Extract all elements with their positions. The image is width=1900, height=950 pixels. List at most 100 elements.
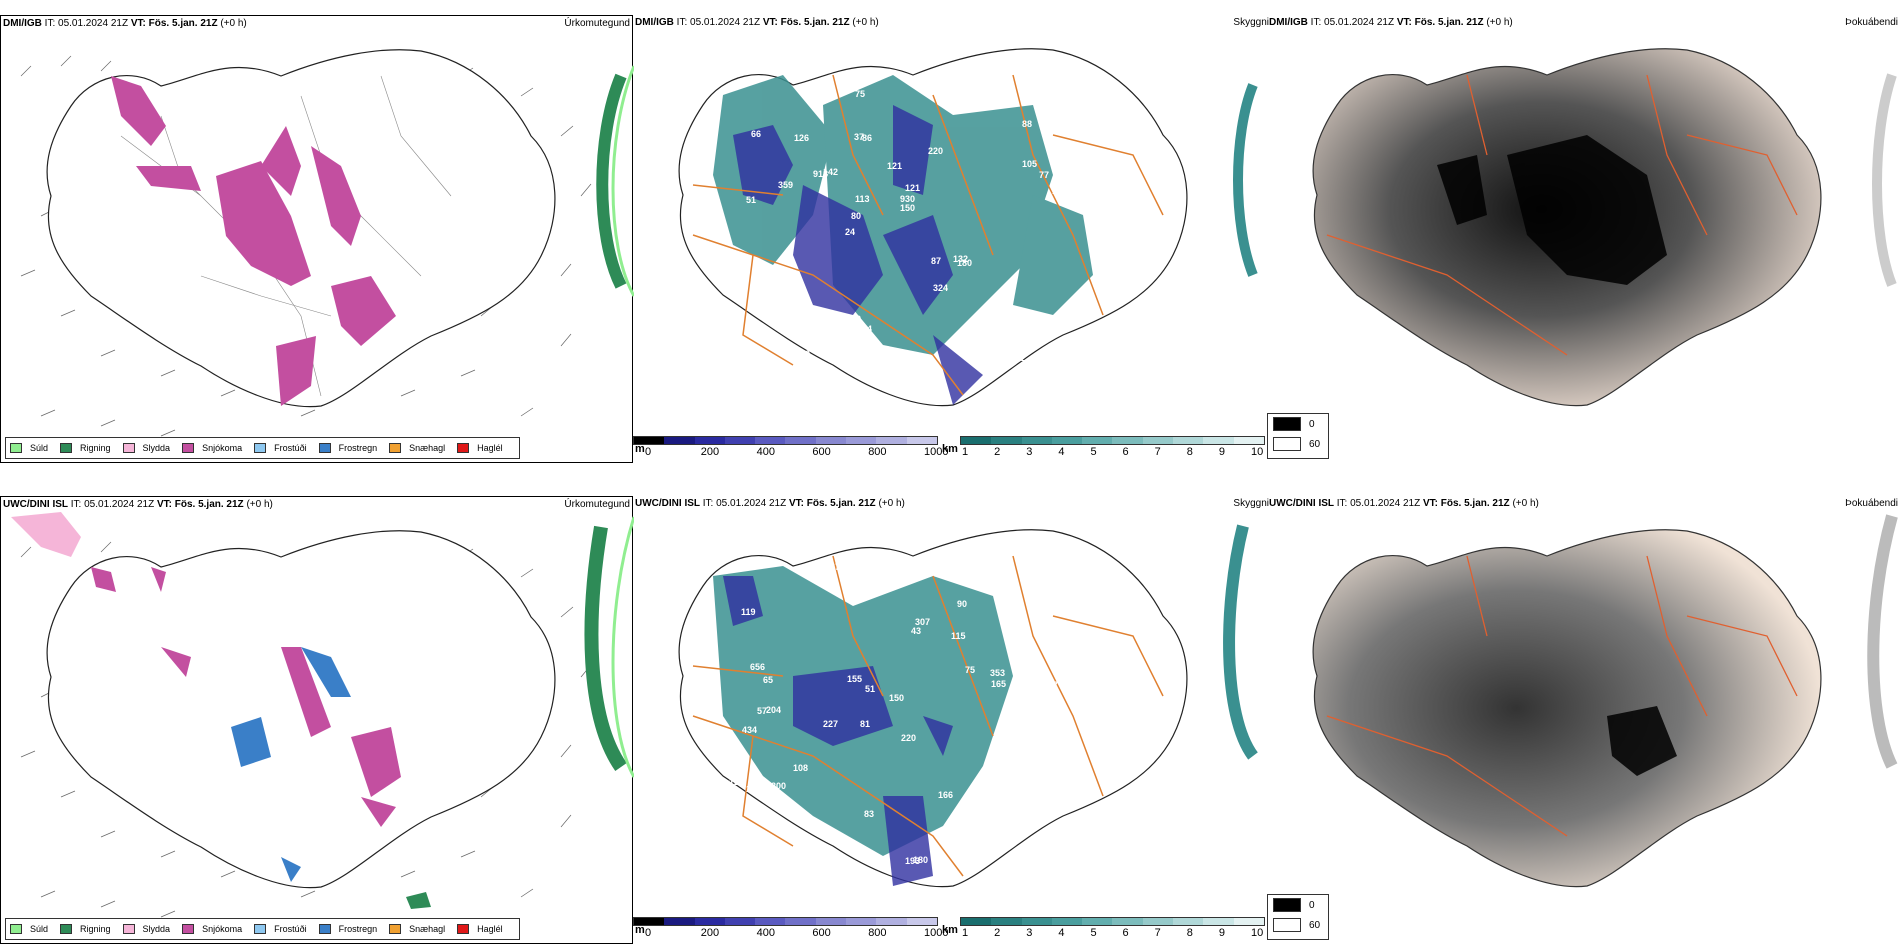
header-precip-top: DMI/IGB IT: 05.01.2024 21Z VT: Fös. 5.ja… <box>3 18 247 29</box>
legend-label: Haglél <box>477 924 503 934</box>
field-precip-top: Úrkomutegund <box>564 18 630 29</box>
header-fog-bottom: UWC/DINI ISL IT: 05.01.2024 21Z VT: Fös.… <box>1269 498 1539 509</box>
ceiling-value-label: 51 <box>865 684 875 694</box>
legend-item: Frostúði <box>254 443 307 453</box>
fog-legend-top: 0 60 <box>1267 413 1329 459</box>
legend-label: Haglél <box>477 443 503 453</box>
colorbar-tick: 400 <box>756 927 775 939</box>
it: IT: 05.01.2024 21Z <box>44 18 129 29</box>
colorbar-cell <box>694 437 725 444</box>
fog-legend-row: 60 <box>1268 915 1328 935</box>
ceiling-value-label: 150 <box>889 693 904 703</box>
ceiling-unit-bottom: m <box>635 924 645 936</box>
ceiling-value-label: 87 <box>830 562 840 572</box>
colorbar-tick: 2 <box>994 446 1001 458</box>
ceiling-value-label: 227 <box>823 719 838 729</box>
ceiling-colorbar-top: 0 200 400 600 800 1000 <box>633 436 948 458</box>
colorbar-tick: 6 <box>1122 446 1129 458</box>
source: UWC/DINI ISL <box>635 498 700 509</box>
colorbar-cell <box>1082 918 1113 925</box>
legend-label: Slydda <box>142 443 171 453</box>
ceiling-value-label: 37 <box>854 132 864 142</box>
iceland-map-cloud-top: 92 51 88 24 220 16 37 121 22 142 133 99 86 121 180 66 75… <box>678 48 1258 407</box>
ceiling-value-label: 193 <box>905 856 920 866</box>
legend-swatch <box>60 924 73 934</box>
ceiling-value-label: 126 <box>794 133 809 143</box>
vis-unit-bottom: km <box>942 924 958 936</box>
fog-legend-swatch <box>1273 918 1301 932</box>
colorbar-cells <box>633 436 938 445</box>
legend-swatch <box>182 924 195 934</box>
ceiling-value-label: 155 <box>847 674 862 684</box>
ceiling-value-label: 51 <box>746 195 756 205</box>
legend-label: Slydda <box>142 924 171 934</box>
source: DMI/IGB <box>3 18 42 29</box>
ceiling-value-label: 24 <box>845 227 855 237</box>
ceiling-value-label: 81 <box>860 719 870 729</box>
legend-swatch <box>182 443 195 453</box>
ceiling-value-label: 656 <box>750 662 765 672</box>
legend-swatch <box>122 924 135 934</box>
legend-label: Frostregn <box>338 924 378 934</box>
colorbar-cell <box>846 918 877 925</box>
colorbar-cell <box>876 437 907 444</box>
colorbar-cell <box>664 918 695 925</box>
fog-legend-row: 0 <box>1268 895 1328 915</box>
ceiling-colorbar-bottom: 0 200 400 600 800 1000 <box>633 917 948 939</box>
cloud-panel-bottom: 87 90 38 81 220 204 119 115 434 43 150 157 121 227 193… <box>633 496 1269 944</box>
colorbar-cell <box>1142 918 1174 925</box>
colorbar-cell <box>815 918 847 925</box>
legend-label: Snæhagl <box>409 924 446 934</box>
field-fog-top: Þokuábendi <box>1845 17 1898 28</box>
source: DMI/IGB <box>635 17 674 28</box>
legend-item: Slydda <box>122 443 171 453</box>
ceiling-value-label: 173 <box>999 807 1014 817</box>
ceiling-value-label: 47 <box>1048 680 1058 690</box>
ceiling-value-label: 108 <box>793 763 808 773</box>
offset: (+0 h) <box>220 18 247 29</box>
vt: Fös. 5.jan. 21Z <box>174 499 244 510</box>
legend-item: Frostregn <box>318 924 378 934</box>
colorbar-tick: 1 <box>962 927 969 939</box>
colorbar-cell <box>906 437 937 444</box>
colorbar-tick: 5 <box>1090 927 1097 939</box>
colorbar-cell <box>664 437 695 444</box>
legend-item: Súld <box>10 443 48 453</box>
fog-legend-row: 0 <box>1268 414 1328 434</box>
legend-swatch <box>457 924 470 934</box>
colorbar-cell <box>785 437 816 444</box>
legend-swatch <box>457 443 470 453</box>
ceiling-value-label: 266 <box>736 359 751 369</box>
precip-legend-top: Súld Rigning Slydda Snjókoma Frostúði Frostre… <box>5 437 520 459</box>
ceiling-value-label: 86 <box>862 133 872 143</box>
vt-label: VT: <box>788 498 804 509</box>
it: IT: 05.01.2024 21Z <box>70 499 155 510</box>
colorbar-tick: 6 <box>1122 927 1129 939</box>
offset: (+0 h) <box>1486 17 1513 28</box>
colorbar-tick: 200 <box>700 927 720 939</box>
ceiling-value-label: 162 <box>952 102 967 112</box>
legend-item: Rigning <box>60 924 111 934</box>
it: IT: 05.01.2024 21Z <box>1310 17 1395 28</box>
vis-unit-top: km <box>942 443 958 455</box>
colorbar-ticks: 1 2 3 4 5 6 7 8 9 10 <box>960 926 1265 939</box>
ceiling-value-label: 220 <box>928 146 943 156</box>
ceiling-value-label: 119 <box>741 607 756 617</box>
colorbar-cell <box>1203 918 1234 925</box>
legend-swatch <box>254 443 267 453</box>
ceiling-value-label: 66 <box>751 129 761 139</box>
ceiling-value-label: 157 <box>752 842 767 852</box>
ceiling-value-label: 133 <box>733 340 748 350</box>
colorbar-cell <box>1173 437 1204 444</box>
ceiling-value-label: 16 <box>763 358 773 368</box>
ceiling-value-label: 90 <box>957 599 967 609</box>
colorbar-cell <box>991 918 1022 925</box>
ceiling-value-label: 83 <box>864 809 874 819</box>
colorbar-tick: 400 <box>756 446 775 458</box>
iceland-map-cloud-bottom: 87 90 38 81 220 204 119 115 434 43 150 157 121 227 193… <box>678 524 1258 888</box>
legend-item: Snjókoma <box>182 924 242 934</box>
colorbar-cell <box>724 437 756 444</box>
ceiling-value-label: 92 <box>1016 353 1026 363</box>
colorbar-cell <box>755 918 786 925</box>
colorbar-cell <box>1082 437 1113 444</box>
